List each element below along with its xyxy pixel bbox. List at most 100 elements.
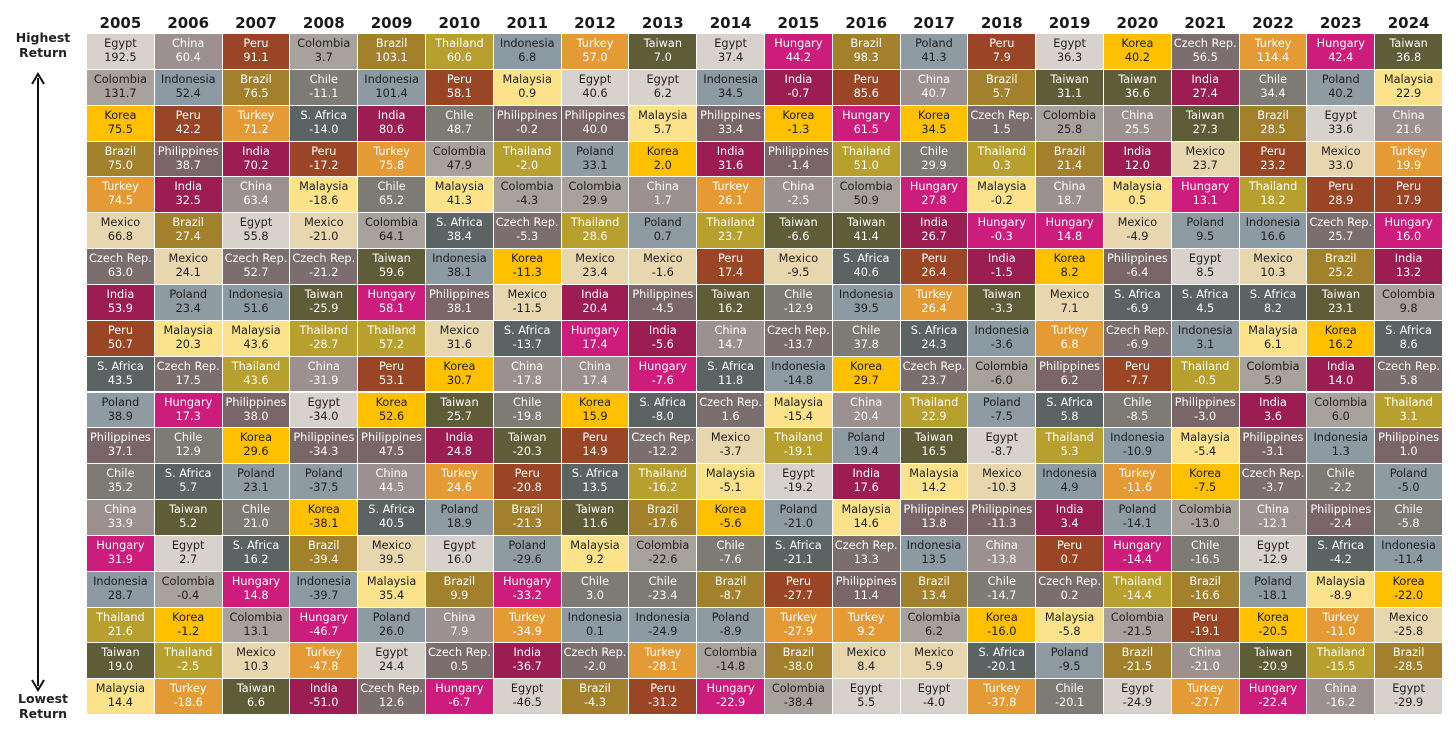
- country-label: Mexico: [1117, 216, 1158, 230]
- country-label: Peru: [311, 144, 337, 158]
- return-cell: Indonesia -10.9: [1104, 428, 1171, 464]
- return-cell: Korea -11.3: [493, 249, 561, 284]
- return-value: -16.5: [1190, 552, 1220, 566]
- country-label: Philippines: [1174, 395, 1236, 409]
- return-value: 5.8: [1060, 409, 1079, 423]
- return-value: 25.7: [446, 409, 472, 423]
- return-value: 38.0: [243, 409, 269, 423]
- return-value: 0.9: [518, 86, 537, 100]
- return-cell: Brazil 9.9: [426, 571, 493, 607]
- country-label: Egypt: [375, 646, 408, 660]
- return-value: 42.2: [175, 122, 201, 136]
- return-value: 0.7: [653, 230, 672, 244]
- return-cell: Czech Rep. 5.8: [1375, 356, 1442, 392]
- return-value: 32.5: [175, 194, 201, 208]
- return-value: 3.7: [314, 51, 333, 64]
- country-label: Brazil: [579, 682, 611, 696]
- return-value: 23.4: [582, 266, 608, 280]
- country-label: Peru: [379, 359, 405, 373]
- country-label: Peru: [175, 108, 201, 122]
- return-value: 14.8: [243, 588, 269, 602]
- return-cell: Malaysia -18.6: [290, 177, 358, 213]
- country-label: Czech Rep.: [631, 431, 695, 445]
- return-cell: S. Africa 38.4: [426, 213, 493, 249]
- country-label: Egypt: [104, 37, 137, 50]
- return-cell: Korea -5.6: [697, 500, 764, 535]
- country-label: Malaysia: [841, 503, 891, 517]
- return-cell: Brazil 76.5: [222, 69, 290, 105]
- country-label: Chile: [1055, 682, 1084, 696]
- return-cell: Egypt 192.5: [87, 34, 154, 69]
- return-cell: Mexico 66.8: [87, 213, 154, 249]
- return-value: 58.1: [446, 86, 472, 100]
- return-cell: Taiwan 27.3: [1171, 105, 1239, 141]
- country-label: India: [106, 287, 135, 301]
- return-cell: Brazil -4.3: [561, 679, 629, 715]
- return-cell: Chile -7.6: [697, 535, 764, 571]
- return-value: -34.3: [309, 445, 339, 459]
- return-value: -6.0: [990, 373, 1013, 387]
- country-label: Peru: [1057, 538, 1083, 552]
- return-value: -7.7: [1126, 373, 1149, 387]
- return-value: 14.4: [107, 696, 133, 710]
- return-value: -9.5: [787, 266, 810, 280]
- return-value: -5.8: [1058, 624, 1081, 638]
- return-value: -37.5: [309, 481, 339, 495]
- return-value: 27.4: [175, 230, 201, 244]
- year-header: 2016: [845, 14, 888, 32]
- return-cell: Chile -19.8: [493, 392, 561, 428]
- country-label: India: [309, 682, 338, 696]
- country-label: Mexico: [643, 252, 683, 266]
- return-cell: Thailand -16.2: [629, 464, 697, 500]
- country-label: Korea: [172, 610, 205, 624]
- return-value: 34.4: [1260, 86, 1286, 100]
- return-value: 26.0: [379, 624, 405, 638]
- return-cell: Indonesia 16.6: [1239, 213, 1307, 249]
- return-value: 1.5: [992, 122, 1011, 136]
- return-cell: Mexico 33.0: [1307, 141, 1375, 177]
- country-label: Poland: [304, 467, 343, 481]
- return-value: 14.2: [921, 481, 947, 495]
- country-label: S. Africa: [1317, 538, 1365, 552]
- return-cell: S. Africa 5.8: [1036, 392, 1103, 428]
- country-label: Colombia: [432, 144, 486, 158]
- return-value: 55.8: [243, 230, 269, 244]
- return-value: 18.9: [446, 517, 472, 531]
- country-label: Turkey: [1254, 37, 1292, 50]
- return-value: 17.9: [1396, 194, 1422, 208]
- country-label: Philippines: [1039, 359, 1101, 373]
- return-cell: Colombia -14.8: [697, 643, 764, 679]
- country-label: Korea: [1392, 574, 1425, 588]
- return-cell: Czech Rep. -13.7: [765, 320, 832, 356]
- return-value: -23.4: [648, 588, 678, 602]
- return-value: 43.5: [107, 373, 133, 387]
- return-cell: Egypt 33.6: [1307, 105, 1375, 141]
- return-value: 23.2: [1260, 158, 1286, 172]
- return-value: -20.9: [1258, 660, 1288, 674]
- return-value: 18.2: [1260, 194, 1286, 208]
- return-value: -27.9: [783, 624, 814, 638]
- return-cell: Mexico 5.9: [900, 643, 968, 679]
- return-value: 47.5: [379, 445, 405, 459]
- return-value: 0.5: [450, 660, 469, 674]
- country-label: Philippines: [564, 108, 626, 122]
- return-cell: Hungary 44.2: [765, 34, 832, 69]
- return-cell: Mexico -3.7: [697, 428, 764, 464]
- country-label: Thailand: [1180, 359, 1230, 373]
- country-label: Thailand: [367, 323, 416, 337]
- country-label: Poland: [1118, 503, 1157, 517]
- country-label: S. Africa: [97, 359, 144, 373]
- return-cell: Taiwan 19.0: [87, 643, 154, 679]
- return-value: 59.6: [379, 266, 405, 280]
- return-cell: Poland -37.5: [290, 464, 358, 500]
- country-label: Mexico: [371, 538, 412, 552]
- country-label: Philippines: [428, 287, 490, 301]
- return-value: 34.5: [921, 122, 947, 136]
- return-cell: Indonesia -24.9: [629, 607, 697, 643]
- return-value: 22.9: [921, 409, 947, 423]
- return-value: 15.9: [582, 409, 608, 423]
- return-cell: Taiwan 5.2: [154, 500, 222, 535]
- return-cell: Philippines 13.8: [900, 500, 968, 535]
- country-label: Mexico: [778, 252, 819, 266]
- return-cell: Turkey -11.0: [1307, 607, 1375, 643]
